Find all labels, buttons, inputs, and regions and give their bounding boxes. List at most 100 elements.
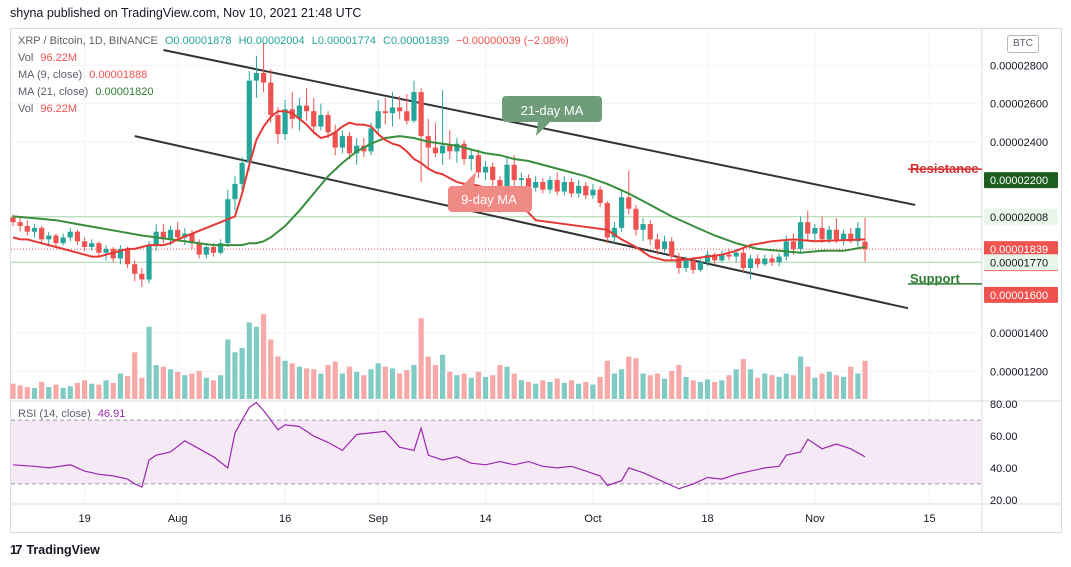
volume-bar — [826, 371, 832, 399]
level-badge — [984, 286, 1058, 303]
candle-body — [790, 241, 797, 249]
candle-body — [196, 243, 202, 255]
volume-bar — [540, 380, 546, 399]
candle-body — [719, 254, 725, 261]
volume-bar — [253, 326, 260, 399]
volume-bar — [303, 368, 310, 399]
candle-body — [755, 258, 761, 265]
time-tick-label: 16 — [279, 513, 291, 525]
volume-bar — [10, 383, 16, 399]
volume-bar — [661, 378, 668, 399]
candle-body — [697, 262, 703, 270]
time-tick-label: 18 — [701, 513, 713, 525]
candle-body — [74, 231, 81, 242]
candle-body — [511, 164, 517, 181]
candle-body — [354, 145, 360, 154]
volume-bar — [232, 352, 238, 399]
volume-bar — [160, 366, 166, 399]
volume-bar — [719, 380, 725, 399]
volume-bar — [354, 371, 360, 399]
time-tick-label: Oct — [584, 513, 601, 525]
volume-bar — [246, 322, 252, 399]
candle-body — [382, 111, 388, 114]
volume-bar — [332, 361, 338, 399]
time-tick-label: Sep — [368, 513, 388, 525]
volume-bar — [733, 369, 739, 399]
volume-bar — [590, 384, 596, 399]
candle-body — [146, 245, 152, 280]
level-badge — [984, 172, 1058, 189]
legend-vol-label: Vol — [18, 52, 34, 64]
candle-body — [547, 180, 553, 190]
candle-body — [633, 208, 639, 230]
volume-bar — [375, 363, 381, 399]
volume-bar — [568, 380, 575, 399]
volume-bar — [346, 366, 353, 399]
publisher-line: shyna published on TradingView.com, Nov … — [10, 6, 362, 20]
candle-body — [468, 155, 474, 160]
level-badge-label: 0.00001839 — [990, 244, 1048, 256]
volume-bar — [361, 375, 367, 399]
tradingview-logo[interactable]: 17 TradingView — [10, 542, 100, 557]
candle-body — [411, 92, 417, 121]
rsi-tick-label: 40.00 — [990, 463, 1018, 475]
rsi-tick-label: 20.00 — [990, 495, 1018, 507]
currency-badge[interactable]: BTC — [1007, 35, 1039, 53]
candle-body — [124, 248, 131, 265]
rsi-band — [11, 420, 982, 484]
candle-body — [389, 107, 396, 114]
volume-bar — [461, 373, 467, 399]
volume-bar — [275, 356, 281, 399]
candle-body — [661, 241, 668, 249]
volume-bar — [411, 365, 417, 399]
volume-bar — [447, 371, 453, 399]
legend-low: L0.00001774 — [311, 35, 376, 47]
candle-body — [533, 181, 539, 188]
candle-body — [311, 111, 317, 127]
volume-bar — [418, 318, 424, 399]
volume-bar — [497, 365, 503, 399]
candle-body — [826, 229, 832, 240]
volume-bar — [819, 373, 825, 399]
volume-bar — [712, 382, 718, 399]
legend-row-ma9: MA (9, close) 0.00001888 — [18, 69, 151, 81]
chart-frame[interactable] — [10, 28, 1062, 533]
volume-bar — [17, 385, 23, 399]
legend-vol2-value: 96.22M — [40, 103, 78, 115]
candle-body — [848, 233, 854, 242]
candle-body — [117, 248, 123, 259]
candle-body — [626, 197, 632, 209]
tradingview-logo-text: TradingView — [26, 543, 100, 557]
candle-body — [798, 222, 804, 249]
volume-bar — [282, 360, 288, 399]
volume-bar — [475, 371, 481, 399]
candle-body — [39, 227, 45, 240]
candle-body — [733, 252, 739, 257]
volume-bar — [683, 376, 689, 399]
volume-bar — [633, 358, 639, 399]
volume-bar — [762, 373, 768, 399]
candle-body — [576, 185, 582, 194]
volume-bar — [268, 339, 274, 399]
legend-row-symbol: XRP / Bitcoin, 1D, BINANCE O0.00001878 H… — [18, 35, 573, 47]
candle-body — [762, 258, 768, 265]
candle-body — [24, 225, 30, 232]
time-tick-label: Aug — [168, 513, 188, 525]
volume-bar — [812, 377, 818, 399]
legend-row-rsi: RSI (14, close) 46.91 — [18, 408, 129, 420]
volume-bar — [611, 373, 618, 399]
volume-bar — [769, 375, 775, 399]
candle-body — [346, 136, 353, 154]
rsi-tick-label: 60.00 — [990, 431, 1018, 443]
candle-body — [282, 109, 288, 135]
volume-bar — [490, 375, 496, 399]
candle-body — [368, 128, 374, 152]
volume-bar — [597, 376, 603, 399]
legend-vol-value: 96.22M — [40, 52, 78, 64]
volume-bar — [518, 380, 524, 399]
volume-bar — [53, 384, 59, 399]
volume-bar — [132, 352, 138, 399]
volume-bar — [690, 380, 696, 399]
candle-body — [776, 256, 782, 263]
